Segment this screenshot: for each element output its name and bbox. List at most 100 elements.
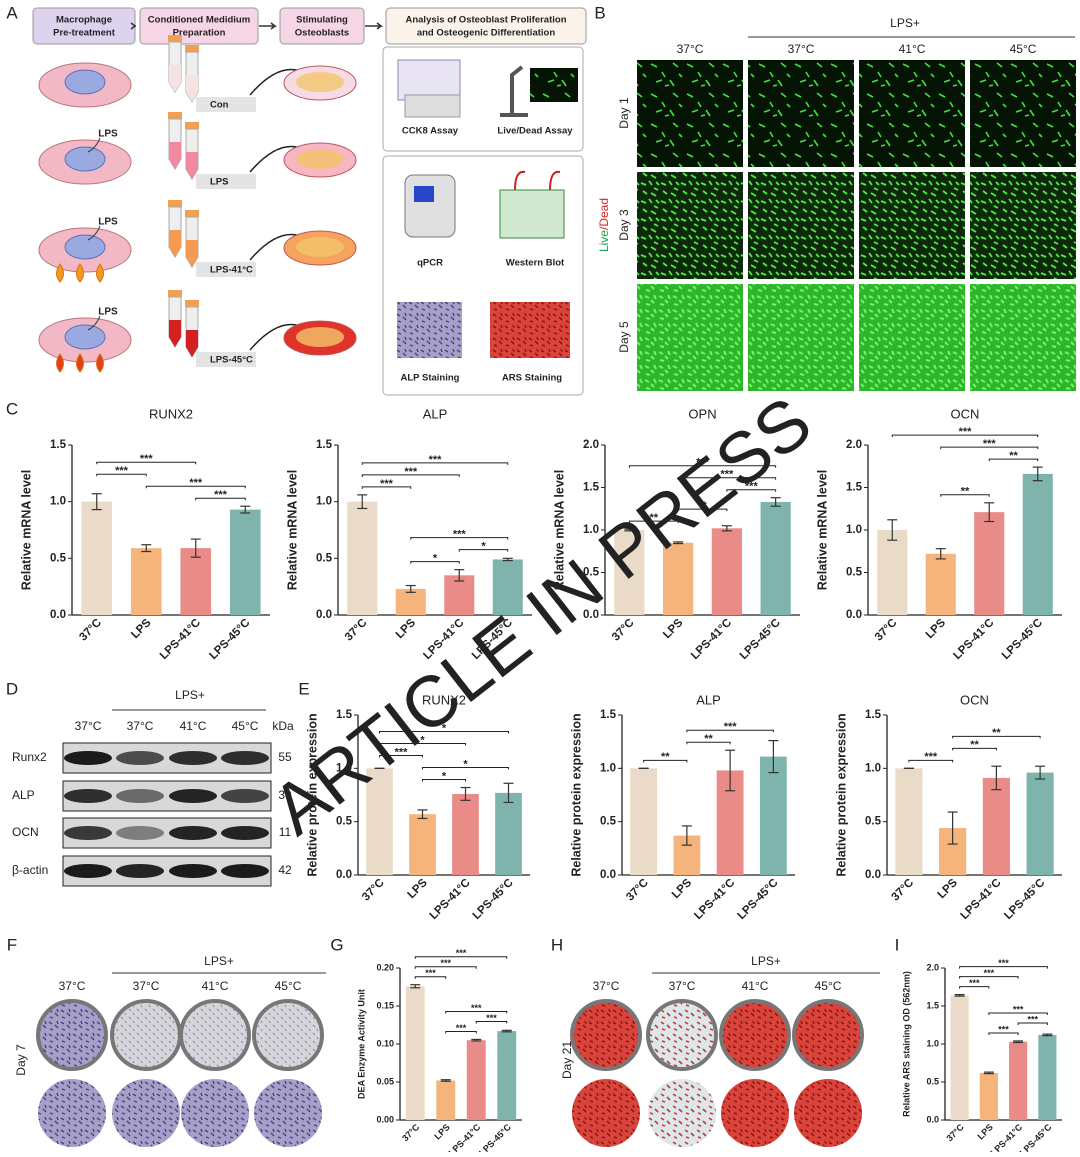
significance-bracket bbox=[940, 494, 990, 497]
band bbox=[169, 864, 217, 878]
tube-liquid bbox=[186, 75, 198, 102]
y-tick-label: 1.5 bbox=[336, 709, 353, 721]
error-bar bbox=[947, 811, 958, 845]
group-label: Con bbox=[210, 100, 229, 111]
significance-label: *** bbox=[696, 457, 710, 469]
significance-label: * bbox=[442, 770, 447, 782]
error-bar bbox=[460, 786, 471, 801]
blot-label: Runx2 bbox=[12, 750, 47, 764]
error-bar bbox=[887, 519, 898, 541]
band bbox=[116, 751, 164, 765]
group-label: LPS+ bbox=[751, 954, 781, 968]
x-tick-label: LPS bbox=[670, 877, 695, 902]
osteoblast-cells bbox=[296, 237, 344, 257]
bar bbox=[395, 588, 426, 615]
significance-bracket bbox=[145, 485, 246, 489]
x-tick-label: LPS-41°C bbox=[689, 617, 734, 662]
step-text: Osteoblasts bbox=[295, 28, 349, 39]
panel-letter: C bbox=[6, 399, 18, 418]
x-tick-label: LPS bbox=[129, 617, 154, 642]
step-box bbox=[279, 7, 365, 45]
error-bar bbox=[624, 528, 635, 532]
significance-label: *** bbox=[969, 978, 980, 988]
micrograph bbox=[859, 60, 965, 167]
blot-label: OCN bbox=[12, 825, 39, 839]
well bbox=[646, 999, 718, 1071]
bar bbox=[405, 986, 425, 1120]
significance-bracket bbox=[1017, 1022, 1048, 1025]
column-label: 37°C bbox=[75, 719, 102, 733]
bar bbox=[982, 777, 1010, 875]
significance-bracket bbox=[726, 489, 777, 492]
assay-label: ALP Staining bbox=[401, 373, 460, 384]
panel-letter: F bbox=[7, 935, 17, 954]
micrograph bbox=[859, 172, 965, 279]
column-label: 45°C bbox=[232, 719, 259, 733]
significance-bracket bbox=[686, 741, 731, 745]
y-tick-label: 0.0 bbox=[336, 869, 352, 881]
row-label: Day 5 bbox=[617, 321, 631, 353]
lps-label: LPS bbox=[98, 307, 118, 318]
y-axis-label: Relative mRNA level bbox=[285, 470, 299, 590]
panel-letter: H bbox=[551, 935, 563, 954]
tube-cap bbox=[185, 210, 199, 217]
bar bbox=[229, 509, 261, 615]
significance-label: ** bbox=[970, 739, 979, 751]
significance-label: *** bbox=[429, 454, 443, 466]
significance-label: *** bbox=[1027, 1014, 1038, 1024]
error-bar bbox=[725, 749, 736, 792]
flame bbox=[76, 353, 84, 373]
tube-cap bbox=[168, 35, 182, 42]
significance-label: *** bbox=[1013, 1004, 1024, 1014]
significance-label: * bbox=[481, 541, 486, 553]
bar bbox=[925, 553, 956, 615]
significance-label: ** bbox=[649, 512, 658, 524]
step-text: Pre-treatment bbox=[53, 28, 116, 39]
lps-label: LPS bbox=[98, 217, 118, 228]
significance-label: ** bbox=[961, 486, 970, 498]
significance-label: ** bbox=[661, 751, 670, 763]
error-bar bbox=[935, 548, 946, 560]
bar bbox=[877, 530, 908, 615]
micrograph bbox=[970, 172, 1076, 279]
significance-bracket bbox=[379, 731, 509, 734]
day-label: Day 21 bbox=[560, 1041, 574, 1079]
osteoblast-cells bbox=[296, 72, 344, 92]
macrophage-cells bbox=[64, 146, 106, 172]
column-label: 41°C bbox=[202, 979, 229, 993]
bar bbox=[711, 528, 742, 615]
group-label: LPS bbox=[210, 177, 228, 188]
y-tick-label: 0.05 bbox=[376, 1076, 394, 1086]
y-tick-label: 1.5 bbox=[316, 439, 333, 451]
error-bar bbox=[240, 505, 251, 514]
significance-bracket bbox=[410, 561, 460, 564]
y-tick-label: 1.0 bbox=[926, 1038, 939, 1048]
x-tick-label: 37°C bbox=[400, 1122, 422, 1144]
band bbox=[116, 864, 164, 878]
group-label: LPS+ bbox=[890, 16, 920, 30]
x-tick-label: LPS bbox=[661, 617, 686, 642]
significance-label: *** bbox=[983, 438, 997, 450]
significance-label: *** bbox=[395, 746, 409, 758]
step-box bbox=[139, 7, 259, 45]
band bbox=[221, 864, 269, 878]
well bbox=[792, 999, 864, 1071]
step-box bbox=[32, 7, 136, 45]
well bbox=[110, 999, 182, 1071]
significance-bracket bbox=[988, 1032, 1019, 1035]
tube-liquid bbox=[186, 152, 198, 179]
column-label: 41°C bbox=[899, 42, 926, 56]
column-label: 37°C bbox=[593, 979, 620, 993]
band bbox=[64, 751, 112, 765]
band bbox=[221, 751, 269, 765]
tube-cap bbox=[168, 112, 182, 119]
micrograph bbox=[748, 172, 854, 279]
bar bbox=[974, 512, 1005, 615]
group-label: LPS+ bbox=[204, 954, 234, 968]
bar bbox=[452, 793, 479, 875]
error-bar bbox=[1035, 765, 1046, 780]
micrograph bbox=[970, 60, 1076, 167]
significance-bracket bbox=[959, 966, 1048, 969]
panel-letter: I bbox=[895, 935, 900, 954]
step-arrow bbox=[365, 22, 384, 30]
